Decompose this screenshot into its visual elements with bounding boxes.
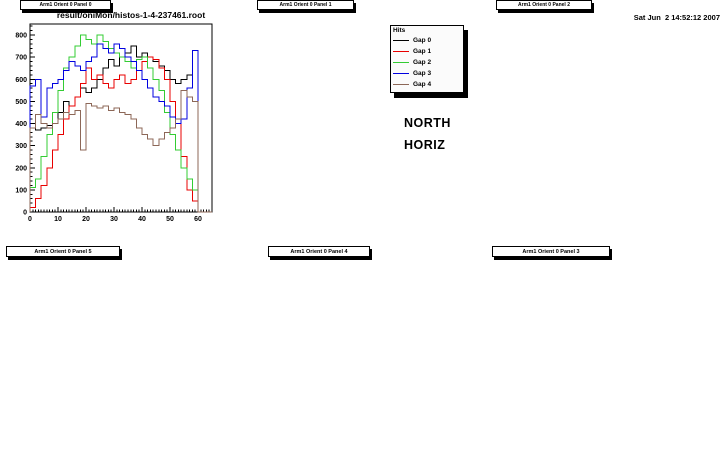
svg-text:0: 0 <box>28 216 32 223</box>
svg-text:0: 0 <box>23 210 27 217</box>
svg-text:500: 500 <box>15 99 27 106</box>
pad-title-tab-panel-2[interactable]: Arm1 Orient 0 Panel 2 <box>496 0 592 10</box>
timestamp: Sat Jun 2 14:52:12 2007 <box>633 13 720 22</box>
svg-text:700: 700 <box>15 55 27 62</box>
legend-entry-label: Gap 1 <box>413 48 432 55</box>
legend-entry: Gap 1 <box>393 46 461 57</box>
legend-entry-label: Gap 2 <box>413 59 432 66</box>
hits-legend[interactable]: Hits Gap 0 Gap 1 Gap 2 Gap 3 Gap 4 <box>390 25 464 93</box>
pad-title-tab-panel-4[interactable]: Arm1 Orient 0 Panel 4 <box>268 246 370 257</box>
svg-text:20: 20 <box>82 216 90 223</box>
svg-text:30: 30 <box>110 216 118 223</box>
legend-line-sample <box>393 62 409 63</box>
svg-text:40: 40 <box>138 216 146 223</box>
svg-text:400: 400 <box>15 121 27 128</box>
legend-entry: Gap 4 <box>393 79 461 90</box>
pad-title-tab-panel-5[interactable]: Arm1 Orient 0 Panel 5 <box>6 246 120 257</box>
annotation-line-horiz: HORIZ <box>404 138 446 152</box>
svg-text:50: 50 <box>166 216 174 223</box>
annotation-line-north: NORTH <box>404 116 451 130</box>
file-title: result/oniMon/histos-1-4-237461.root <box>56 10 206 20</box>
legend-entry: Gap 2 <box>393 57 461 68</box>
svg-text:10: 10 <box>54 216 62 223</box>
legend-line-sample <box>393 40 409 41</box>
pad-title-tab-panel-0[interactable]: Arm1 Orient 0 Panel 0 <box>20 0 111 10</box>
svg-text:60: 60 <box>194 216 202 223</box>
legend-entry: Gap 3 <box>393 68 461 79</box>
region-annotation: NORTH HORIZ <box>404 116 451 160</box>
svg-text:800: 800 <box>15 33 27 40</box>
svg-text:100: 100 <box>15 187 27 194</box>
pad-title-tab-panel-3[interactable]: Arm1 Orient 0 Panel 3 <box>492 246 610 257</box>
legend-entry-label: Gap 0 <box>413 37 432 44</box>
legend-line-sample <box>393 73 409 74</box>
svg-text:300: 300 <box>15 143 27 150</box>
svg-text:600: 600 <box>15 77 27 84</box>
legend-title: Hits <box>393 27 406 34</box>
legend-entries: Gap 0 Gap 1 Gap 2 Gap 3 Gap 4 <box>393 35 461 90</box>
legend-entry-label: Gap 3 <box>413 70 432 77</box>
pad-panel-3[interactable]: 0 10 20 30 40 50 60 0 100 200 300 400 500 600 700 800 <box>0 0 240 234</box>
pad-title-tab-panel-1[interactable]: Arm1 Orient 0 Panel 1 <box>257 0 354 10</box>
legend-entry: Gap 0 <box>393 35 461 46</box>
legend-line-sample <box>393 51 409 52</box>
svg-text:200: 200 <box>15 165 27 172</box>
legend-entry-label: Gap 4 <box>413 81 432 88</box>
legend-line-sample <box>393 84 409 85</box>
